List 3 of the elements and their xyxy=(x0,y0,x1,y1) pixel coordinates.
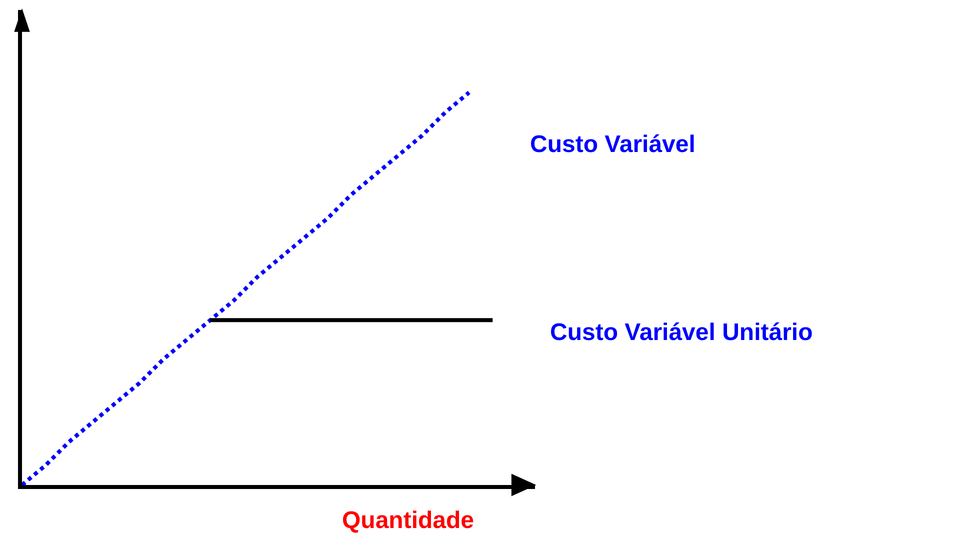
x-axis-title: Quantidade xyxy=(342,507,474,534)
text: Custo Variável xyxy=(530,131,696,158)
text: Custo Variável Unitário xyxy=(550,319,813,346)
